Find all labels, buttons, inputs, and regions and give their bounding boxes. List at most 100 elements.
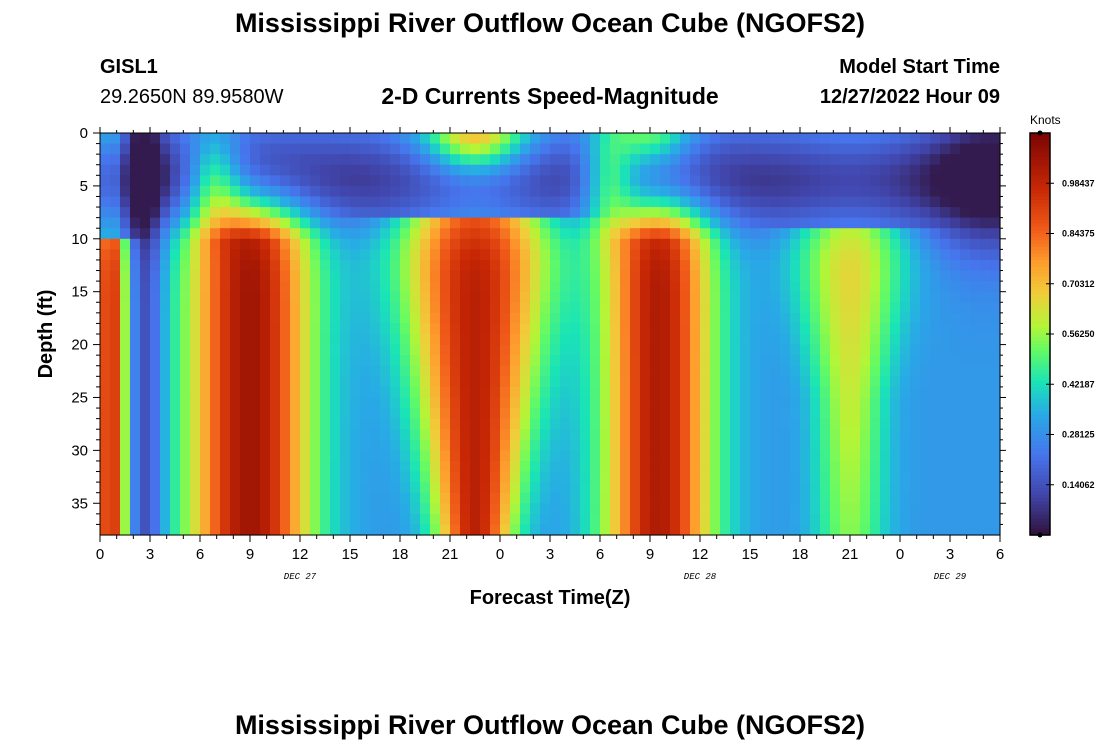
colorbar-end-top [1037, 130, 1043, 136]
heatmap-cell [510, 323, 521, 335]
heatmap-cell [720, 175, 731, 187]
heatmap-cell [980, 207, 991, 219]
heatmap-cell [630, 312, 641, 325]
heatmap-cell [180, 259, 191, 272]
heatmap-cell [450, 133, 461, 145]
heatmap-cell [650, 376, 661, 388]
heatmap-cell [150, 281, 161, 293]
heatmap-cell [130, 460, 141, 473]
heatmap-cell [210, 302, 221, 314]
heatmap-cell [930, 439, 941, 451]
heatmap-cell [270, 154, 281, 166]
heatmap-cell [190, 492, 201, 504]
heatmap-cell [940, 133, 951, 145]
heatmap-cell [540, 175, 551, 187]
heatmap-cell [400, 418, 411, 430]
heatmap-cell [910, 291, 921, 303]
heatmap-cell [930, 408, 941, 420]
heatmap-cell [410, 196, 421, 208]
heatmap-cell [690, 418, 701, 430]
heatmap-cell [190, 450, 201, 462]
heatmap-cell [610, 249, 621, 261]
heatmap-cell [490, 302, 501, 314]
heatmap-cell [930, 429, 941, 441]
heatmap-cell [560, 334, 571, 346]
heatmap-cell [810, 386, 821, 399]
heatmap-cell [390, 513, 401, 526]
heatmap-cell [220, 503, 231, 515]
heatmap-cell [790, 513, 801, 526]
colorbar-swatch [1030, 143, 1050, 147]
heatmap-cell [560, 513, 571, 526]
heatmap-cell [300, 408, 311, 420]
heatmap-cell [300, 334, 311, 346]
heatmap-cell [800, 482, 811, 494]
heatmap-cell [610, 259, 621, 272]
heatmap-cell [610, 207, 621, 219]
heatmap-cell [440, 312, 451, 325]
heatmap-cell [550, 492, 561, 504]
heatmap-cell [980, 133, 991, 145]
heatmap-cell [880, 408, 891, 420]
heatmap-cell [350, 312, 361, 325]
heatmap-cell [500, 460, 511, 473]
heatmap-cell [860, 133, 871, 145]
heatmap-cell [590, 291, 601, 303]
heatmap-cell [460, 503, 471, 515]
heatmap-cell [850, 397, 861, 409]
heatmap-cell [480, 207, 491, 219]
heatmap-cell [110, 460, 121, 473]
heatmap-cell [930, 302, 941, 314]
heatmap-cell [940, 524, 951, 536]
heatmap-cell [800, 365, 811, 377]
heatmap-cell [820, 312, 831, 325]
heatmap-cell [190, 471, 201, 483]
heatmap-cell [220, 302, 231, 314]
heatmap-cell [680, 460, 691, 473]
heatmap-cell [890, 334, 901, 346]
heatmap-cell [930, 492, 941, 504]
heatmap-cell [910, 450, 921, 462]
heatmap-cell [360, 344, 371, 356]
heatmap-cell [920, 143, 931, 155]
heatmap-cell [660, 259, 671, 272]
heatmap-cell [340, 439, 351, 451]
heatmap-cell [610, 302, 621, 314]
heatmap-cell [390, 154, 401, 166]
heatmap-cell [600, 217, 611, 229]
heatmap-cell [620, 154, 631, 166]
heatmap-cell [300, 185, 311, 198]
heatmap-cell [910, 355, 921, 367]
heatmap-cell [200, 386, 211, 399]
heatmap-cell [890, 143, 901, 155]
colorbar-swatch [1030, 307, 1050, 312]
heatmap-cell [210, 281, 221, 293]
heatmap-cell [790, 217, 801, 229]
heatmap-cell [340, 217, 351, 229]
heatmap-cell [340, 355, 351, 367]
heatmap-cell [630, 175, 641, 187]
colorbar-swatch [1030, 267, 1050, 271]
heatmap-cell [720, 513, 731, 526]
heatmap-cell [450, 207, 461, 219]
heatmap-cell [890, 196, 901, 208]
heatmap-cell [600, 471, 611, 483]
heatmap-cell [270, 185, 281, 198]
x-tick-label: 21 [842, 546, 859, 563]
heatmap-cell [530, 281, 541, 293]
heatmap-cell [350, 154, 361, 166]
heatmap-cell [860, 334, 871, 346]
heatmap-cell [930, 291, 941, 303]
heatmap-cell [970, 503, 981, 515]
heatmap-cell [490, 386, 501, 399]
heatmap-cell [660, 450, 671, 462]
heatmap-cell [210, 365, 221, 377]
heatmap-cell [260, 460, 271, 473]
heatmap-cell [240, 376, 251, 388]
heatmap-cell [920, 429, 931, 441]
heatmap-cell [720, 133, 731, 145]
heatmap-cell [860, 312, 871, 325]
colorbar-swatch [1030, 364, 1050, 369]
heatmap-cell [150, 492, 161, 504]
